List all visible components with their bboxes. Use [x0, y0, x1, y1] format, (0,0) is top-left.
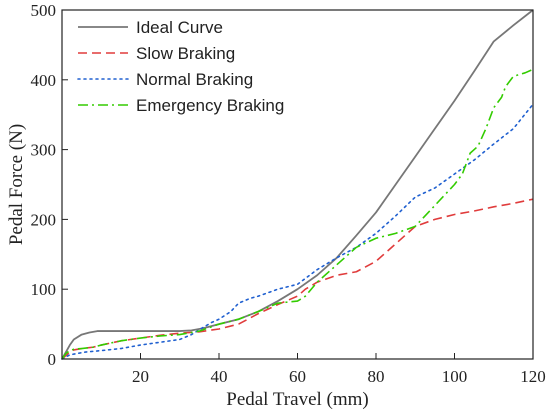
series-line-ideal-curve	[61, 9, 534, 360]
legend-label-emergency-braking: Emergency Braking	[136, 96, 284, 115]
y-tick-label: 0	[48, 350, 57, 369]
series-line-slow-braking	[61, 198, 534, 360]
y-axis-title: Pedal Force (N)	[6, 124, 27, 245]
series-line-normal-braking	[61, 103, 534, 360]
x-tick-label: 60	[289, 367, 306, 386]
legend-label-normal-braking: Normal Braking	[136, 70, 253, 89]
x-tick-label: 120	[520, 367, 546, 386]
y-tick-label: 100	[31, 280, 57, 299]
y-tick-label: 500	[31, 1, 57, 20]
legend-label-slow-braking: Slow Braking	[136, 44, 235, 63]
x-tick-label: 20	[132, 367, 149, 386]
y-tick-label: 200	[31, 210, 57, 229]
legend-label-ideal-curve: Ideal Curve	[136, 18, 223, 37]
x-tick-label: 40	[211, 367, 228, 386]
y-tick-label: 300	[31, 141, 57, 160]
plot-frame	[61, 9, 534, 360]
y-tick-label: 400	[31, 71, 57, 90]
x-tick-label: 80	[368, 367, 385, 386]
series-line-emergency-braking	[61, 68, 534, 360]
x-tick-label: 100	[442, 367, 468, 386]
x-axis-title: Pedal Travel (mm)	[226, 389, 369, 410]
